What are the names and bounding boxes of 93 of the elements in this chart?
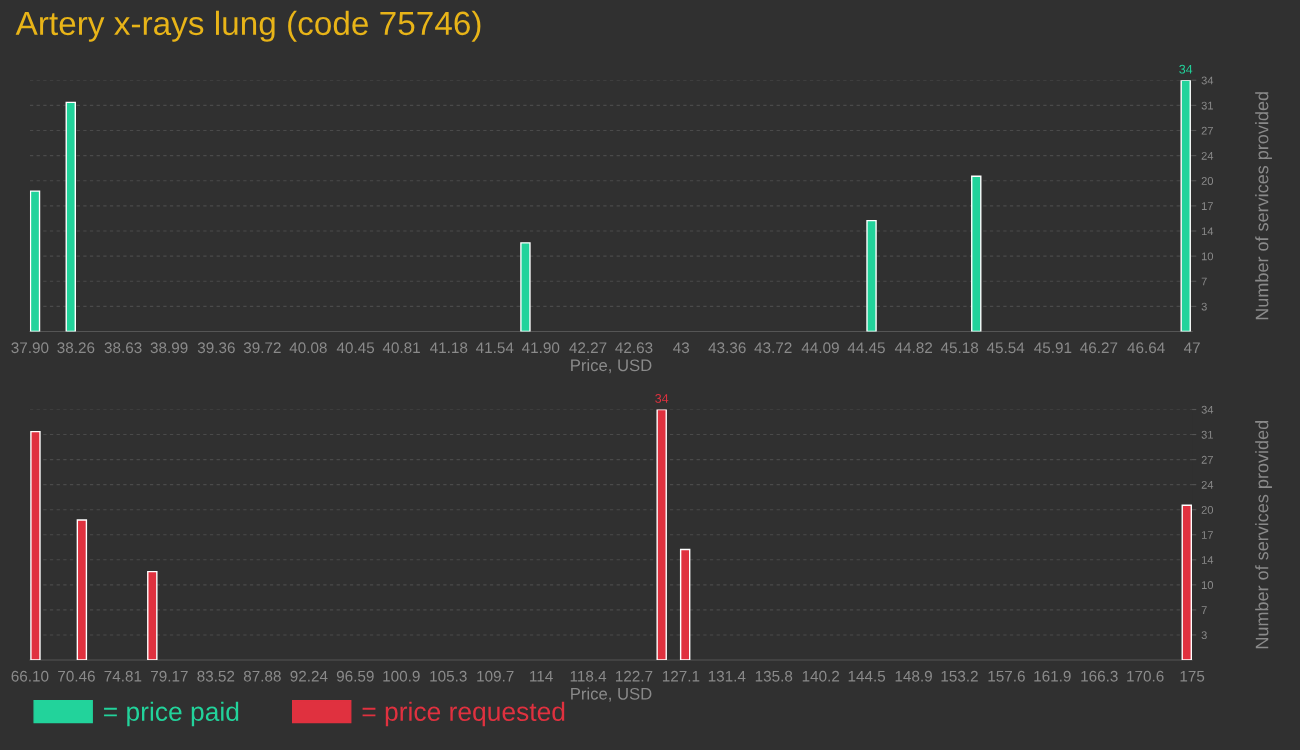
y-tick-label: 10 <box>1201 252 1214 261</box>
x-tick-label: 153.2 <box>941 670 978 682</box>
x-tick-label: 43 <box>673 342 690 354</box>
x-tick-label: 44.09 <box>801 342 839 354</box>
bar <box>971 175 982 332</box>
x-tick-label: 41.54 <box>476 342 514 354</box>
x-tick-label: 83.52 <box>197 670 235 682</box>
x-tick-label: 40.08 <box>289 342 327 354</box>
bar <box>147 570 158 660</box>
x-tick-label: 42.27 <box>569 342 607 353</box>
y-tick-label: 3 <box>1201 302 1207 311</box>
x-tick-label: 44.45 <box>847 342 885 354</box>
x-tick-label: 175 <box>1180 670 1205 682</box>
x-tick-label: 38.26 <box>57 342 95 354</box>
x-tick-label: 46.64 <box>1127 342 1165 354</box>
x-tick-label: 42.63 <box>615 342 653 354</box>
chart-title: Artery x-rays lung (code 75746) <box>15 10 481 42</box>
bar <box>1180 80 1191 332</box>
x-tick-label: 148.9 <box>895 670 932 682</box>
x-tick-label: 37.90 <box>11 342 49 354</box>
x-tick-label: 66.10 <box>11 670 49 682</box>
legend-label: = price paid <box>104 701 239 727</box>
bar <box>76 519 88 660</box>
x-tick-label: 45.54 <box>986 342 1025 354</box>
data-label: 34 <box>1179 64 1193 74</box>
y-tick-label: 7 <box>1201 606 1207 614</box>
y-tick-label: 24 <box>1201 480 1214 489</box>
y-tick-label: 20 <box>1201 177 1214 185</box>
x-tick-label: 47 <box>1183 342 1200 353</box>
x-tick-label: 114 <box>530 670 553 682</box>
bar <box>29 190 41 332</box>
x-tick-label: 166.3 <box>1081 670 1118 682</box>
x-tick-label: 118.4 <box>570 670 607 682</box>
y-tick-label: 31 <box>1201 101 1213 110</box>
x-tick-label: 109.7 <box>477 670 514 682</box>
x-tick-label: 39.72 <box>243 342 281 354</box>
x-tick-label: 40.81 <box>382 342 420 354</box>
x-axis-title: Price, USD <box>571 358 652 374</box>
y-tick-label: 20 <box>1201 505 1214 514</box>
x-tick-label: 127.1 <box>662 670 700 682</box>
x-tick-label: 70.46 <box>58 670 95 682</box>
bar <box>656 409 667 660</box>
x-tick-label: 100.9 <box>383 670 420 682</box>
legend-label: = price requested <box>362 701 565 727</box>
x-tick-label: 40.45 <box>336 342 375 354</box>
bar <box>30 430 41 660</box>
y-tick-label: 27 <box>1201 455 1213 464</box>
x-tick-label: 79.17 <box>151 670 188 682</box>
y-tick-label: 17 <box>1201 202 1213 210</box>
x-tick-label: 45.91 <box>1034 342 1072 354</box>
x-tick-label: 122.7 <box>616 670 653 682</box>
bar <box>520 242 531 332</box>
x-tick-label: 96.59 <box>336 670 374 682</box>
x-tick-label: 38.99 <box>150 342 188 354</box>
x-tick-label: 161.9 <box>1034 670 1071 682</box>
y-tick-label: 14 <box>1201 556 1214 564</box>
y-tick-label: 10 <box>1201 581 1214 589</box>
bar <box>65 101 76 332</box>
y-axis-title: Number of services provided <box>1255 92 1272 320</box>
x-tick-label: 41.90 <box>521 342 560 354</box>
x-tick-label: 131.4 <box>708 670 746 682</box>
x-tick-label: 44.82 <box>894 342 933 354</box>
y-tick-label: 34 <box>1201 405 1214 414</box>
x-tick-label: 87.88 <box>243 670 281 682</box>
bar <box>866 219 877 332</box>
x-tick-label: 140.2 <box>802 670 840 682</box>
y-tick-label: 14 <box>1201 227 1214 236</box>
x-tick-label: 105.3 <box>430 670 467 682</box>
x-tick-label: 74.81 <box>104 670 142 682</box>
x-tick-label: 92.24 <box>290 670 328 682</box>
y-tick-label: 24 <box>1201 151 1214 160</box>
x-tick-label: 45.18 <box>940 342 979 354</box>
x-tick-label: 43.72 <box>754 342 792 354</box>
x-tick-label: 135.8 <box>755 670 793 682</box>
x-tick-label: 170.6 <box>1127 670 1164 682</box>
y-tick-label: 3 <box>1201 631 1207 640</box>
data-label: 34 <box>655 394 669 403</box>
bar <box>679 548 691 660</box>
x-tick-label: 43.36 <box>708 342 746 354</box>
y-tick-label: 27 <box>1201 126 1213 135</box>
y-tick-label: 31 <box>1201 430 1213 439</box>
y-tick-label: 34 <box>1201 76 1214 85</box>
x-tick-label: 39.36 <box>197 342 235 354</box>
bar <box>1181 504 1192 660</box>
x-tick-label: 46.27 <box>1080 342 1118 354</box>
x-axis-title: Price, USD <box>571 687 652 702</box>
y-tick-label: 7 <box>1201 277 1207 286</box>
x-tick-label: 38.63 <box>104 342 142 354</box>
y-axis-title: Number of services provided <box>1255 421 1272 649</box>
y-tick-label: 17 <box>1201 531 1213 539</box>
x-tick-label: 157.6 <box>988 670 1025 682</box>
x-tick-label: 144.5 <box>848 670 886 682</box>
x-tick-label: 41.18 <box>430 342 468 354</box>
